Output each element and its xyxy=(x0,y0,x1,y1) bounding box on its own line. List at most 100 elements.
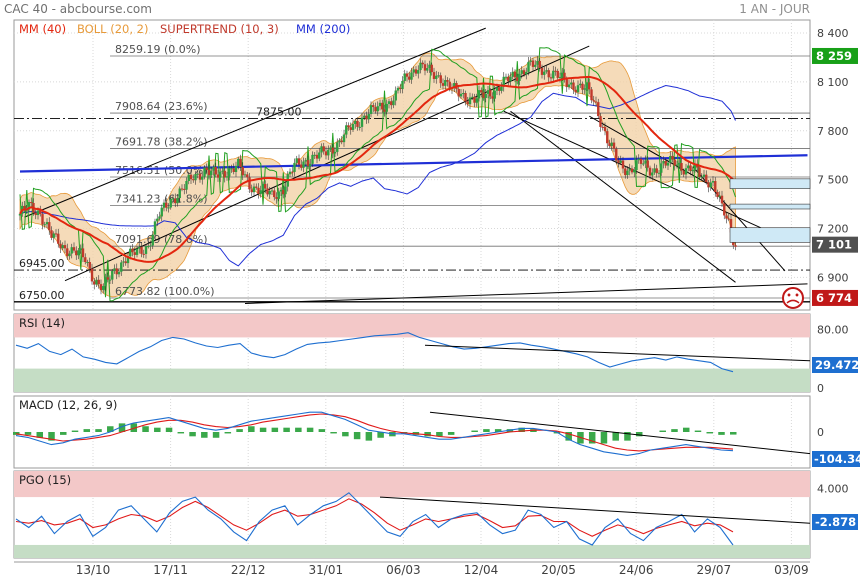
candle-body xyxy=(390,101,393,106)
candle-body xyxy=(626,170,629,176)
candle-body xyxy=(221,170,224,172)
candle-body xyxy=(500,86,503,91)
candle-body xyxy=(590,89,593,101)
candle-body xyxy=(248,177,251,190)
candle-body xyxy=(153,221,157,235)
candle-body xyxy=(124,261,127,264)
candle-body xyxy=(565,79,568,88)
candle-body xyxy=(574,89,577,93)
candle-body xyxy=(45,222,49,225)
candle-body xyxy=(592,100,595,102)
candle-body xyxy=(597,102,600,117)
candle-body xyxy=(457,89,460,97)
candle-body xyxy=(615,148,618,161)
candle-body xyxy=(518,73,521,81)
candle-body xyxy=(295,158,298,163)
candle-body xyxy=(579,83,582,86)
macd-histogram-bar xyxy=(682,427,690,432)
candle-body xyxy=(363,115,366,118)
candle-body xyxy=(201,176,204,180)
candle-body xyxy=(585,82,589,89)
candle-body xyxy=(444,80,447,86)
candle-body xyxy=(624,168,627,176)
trend-line xyxy=(24,27,486,218)
macd-histogram-bar xyxy=(95,429,102,432)
macd-histogram-bar xyxy=(271,427,279,432)
candle-body xyxy=(594,101,598,103)
candle-body xyxy=(192,179,195,181)
rsi-overbought-zone xyxy=(14,314,810,338)
candle-body xyxy=(680,163,683,171)
candle-body xyxy=(239,158,242,168)
horizontal-level-label: 6945.00 xyxy=(19,257,65,270)
candle-body xyxy=(608,143,611,146)
zone-box xyxy=(729,227,811,243)
candle-body xyxy=(723,203,726,216)
macd-histogram-bar xyxy=(48,432,55,441)
candle-body xyxy=(232,168,235,172)
candle-body xyxy=(453,83,456,89)
candle-body xyxy=(261,183,265,191)
candle-body xyxy=(378,102,382,107)
candle-body xyxy=(466,101,469,105)
candle-body xyxy=(439,75,442,84)
candle-body xyxy=(293,162,296,172)
candle-body xyxy=(536,60,539,65)
candle-body xyxy=(297,158,301,165)
candle-body xyxy=(511,71,514,77)
zone-box xyxy=(729,203,811,210)
candle-body xyxy=(540,67,544,75)
candle-body xyxy=(180,188,184,190)
target-price-tag-bg xyxy=(812,47,858,64)
candle-body xyxy=(583,88,586,90)
pgo-title: PGO (15) xyxy=(19,473,71,487)
candle-body xyxy=(39,210,42,215)
candle-body xyxy=(277,191,280,199)
candle-body xyxy=(525,71,528,75)
candle-body xyxy=(473,96,476,103)
candle-body xyxy=(216,174,220,178)
fib-label: 8259.19 (0.0%) xyxy=(115,43,201,56)
candle-body xyxy=(304,160,307,162)
candle-body xyxy=(684,168,688,175)
candle-body xyxy=(543,71,546,75)
macd-last-value: -104.34 xyxy=(814,452,860,466)
candle-body xyxy=(36,210,40,216)
candle-body xyxy=(169,198,172,208)
rsi-last-value: 29.472 xyxy=(815,358,859,372)
candle-body xyxy=(86,262,89,264)
last-price-tag-bg xyxy=(812,236,858,253)
candle-body xyxy=(207,169,211,176)
candle-body xyxy=(306,160,310,167)
candle-body xyxy=(576,85,580,93)
candle-body xyxy=(426,68,429,71)
candle-body xyxy=(349,127,352,130)
candle-body xyxy=(707,182,710,188)
candle-body xyxy=(648,167,652,176)
candle-body xyxy=(23,205,26,209)
candle-body xyxy=(513,71,517,78)
candle-body xyxy=(106,277,109,280)
candle-body xyxy=(104,277,107,287)
macd-line xyxy=(15,411,734,456)
candle-body xyxy=(300,164,303,168)
candle-body xyxy=(549,77,553,79)
candle-body xyxy=(664,161,667,166)
mm200-line xyxy=(19,84,736,267)
candle-body xyxy=(338,140,341,143)
candle-body xyxy=(657,172,661,174)
macd-histogram-bar xyxy=(201,432,208,438)
fib-label: 6773.82 (100.0%) xyxy=(115,285,215,298)
candle-body xyxy=(174,198,177,204)
date-label: 12/04 xyxy=(464,563,499,577)
fib-label: 7091.69 (78.6%) xyxy=(115,233,208,246)
stop-price-tag: 6 774 xyxy=(816,291,852,305)
rsi-oversold-zone xyxy=(14,368,810,392)
macd-histogram-bar xyxy=(224,432,232,434)
date-label: 29/07 xyxy=(697,563,732,577)
candle-body xyxy=(441,83,445,86)
macd-histogram-bar xyxy=(248,426,255,432)
pgo-overbought-zone xyxy=(14,471,810,498)
candle-body xyxy=(531,60,535,67)
candle-body xyxy=(691,170,694,172)
